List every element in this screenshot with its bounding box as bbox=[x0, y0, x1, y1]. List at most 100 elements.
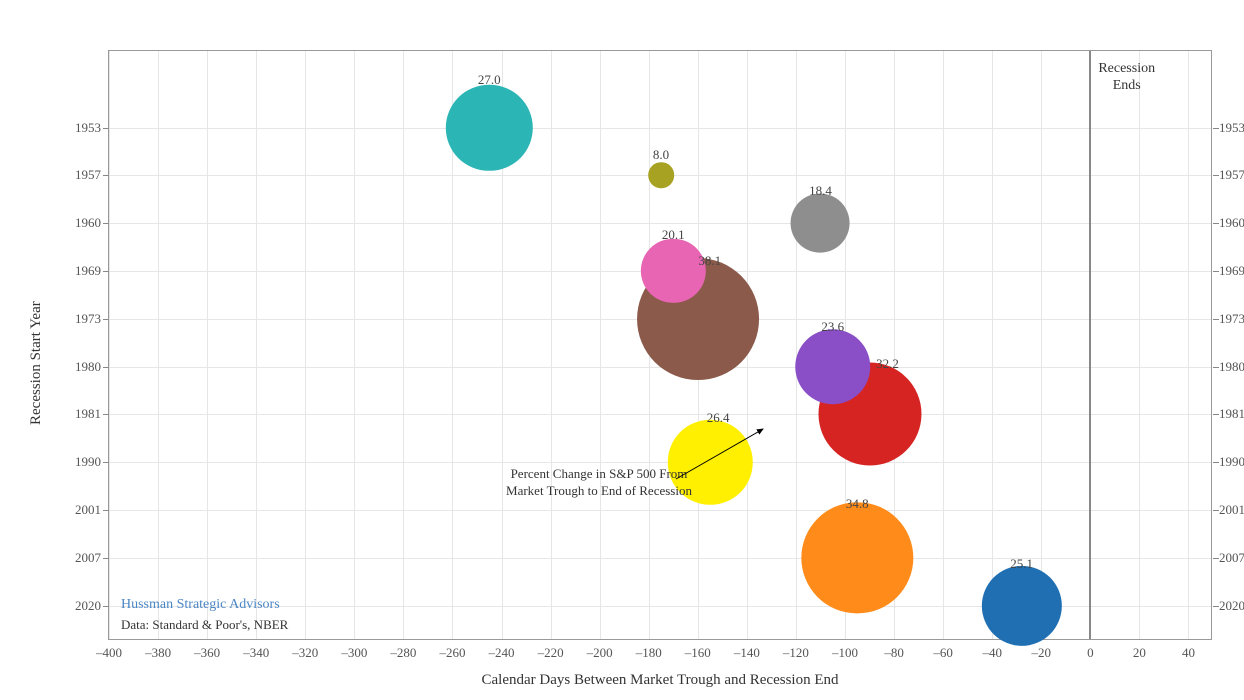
x-tick-label: 0 bbox=[1087, 645, 1094, 661]
y-tick-label-right: 1980 bbox=[1219, 359, 1244, 375]
x-tick-label: –140 bbox=[734, 645, 760, 661]
x-tick-label: –160 bbox=[685, 645, 711, 661]
y-tick-label-left: 1957 bbox=[75, 167, 101, 183]
bubble-value-label: 18.4 bbox=[809, 183, 832, 199]
gridline-horizontal bbox=[109, 414, 1211, 415]
x-tick-label: –400 bbox=[96, 645, 122, 661]
gridline-horizontal bbox=[109, 462, 1211, 463]
x-tick-label: –220 bbox=[538, 645, 564, 661]
gridline-vertical bbox=[256, 51, 257, 639]
gridline-vertical bbox=[943, 51, 944, 639]
y-tick-mark bbox=[103, 271, 109, 272]
x-tick-label: –80 bbox=[884, 645, 904, 661]
gridline-vertical bbox=[158, 51, 159, 639]
y-tick-label-left: 1969 bbox=[75, 263, 101, 279]
y-tick-label-right: 1957 bbox=[1219, 167, 1244, 183]
gridline-vertical bbox=[207, 51, 208, 639]
gridline-vertical bbox=[1041, 51, 1042, 639]
y-tick-label-right: 2001 bbox=[1219, 502, 1244, 518]
x-tick-label: –120 bbox=[783, 645, 809, 661]
y-tick-label-left: 1960 bbox=[75, 215, 101, 231]
credit-data-source: Data: Standard & Poor's, NBER bbox=[121, 617, 288, 633]
x-tick-label: 20 bbox=[1133, 645, 1146, 661]
y-tick-mark bbox=[103, 510, 109, 511]
x-tick-label: –380 bbox=[145, 645, 171, 661]
gridline-horizontal bbox=[109, 558, 1211, 559]
bubble bbox=[791, 194, 850, 253]
x-tick-label: –360 bbox=[194, 645, 220, 661]
y-tick-label-left: 1973 bbox=[75, 311, 101, 327]
y-tick-label-left: 1980 bbox=[75, 359, 101, 375]
gridline-vertical bbox=[1139, 51, 1140, 639]
gridline-horizontal bbox=[109, 510, 1211, 511]
gridline-horizontal bbox=[109, 223, 1211, 224]
bubble-value-label: 20.1 bbox=[662, 227, 685, 243]
x-tick-label: –60 bbox=[933, 645, 953, 661]
recession-ends-label: RecessionEnds bbox=[1098, 61, 1155, 95]
y-tick-mark bbox=[103, 558, 109, 559]
y-tick-label-right: 2020 bbox=[1219, 598, 1244, 614]
x-tick-label: –40 bbox=[982, 645, 1002, 661]
bubble-value-label: 26.4 bbox=[707, 410, 730, 426]
gridline-vertical bbox=[403, 51, 404, 639]
bubble-value-label: 25.1 bbox=[1010, 556, 1033, 572]
y-tick-label-left: 1981 bbox=[75, 406, 101, 422]
y-tick-mark bbox=[103, 606, 109, 607]
gridline-vertical bbox=[1188, 51, 1189, 639]
x-tick-label: –340 bbox=[243, 645, 269, 661]
bubble-value-label: 23.6 bbox=[821, 319, 844, 335]
y-tick-mark bbox=[103, 462, 109, 463]
y-tick-mark bbox=[103, 175, 109, 176]
y-tick-label-right: 1969 bbox=[1219, 263, 1244, 279]
y-tick-mark bbox=[103, 414, 109, 415]
x-tick-label: –20 bbox=[1032, 645, 1052, 661]
y-tick-label-right: 1953 bbox=[1219, 120, 1244, 136]
bubble bbox=[795, 329, 871, 405]
y-tick-label-right: 1990 bbox=[1219, 454, 1244, 470]
bubble-value-label: 34.8 bbox=[846, 496, 869, 512]
gridline-vertical bbox=[305, 51, 306, 639]
plot-area: –400–380–360–340–320–300–280–260–240–220… bbox=[108, 50, 1212, 640]
chart-stage: –400–380–360–340–320–300–280–260–240–220… bbox=[0, 0, 1244, 700]
x-tick-label: –280 bbox=[390, 645, 416, 661]
y-tick-label-right: 1973 bbox=[1219, 311, 1244, 327]
y-tick-label-left: 2020 bbox=[75, 598, 101, 614]
bubble-value-label: 27.0 bbox=[478, 72, 501, 88]
y-tick-label-right: 2007 bbox=[1219, 550, 1244, 566]
gridline-horizontal bbox=[109, 128, 1211, 129]
annotation-text: Percent Change in S&P 500 FromMarket Tro… bbox=[469, 466, 729, 500]
x-axis-title: Calendar Days Between Market Trough and … bbox=[108, 672, 1212, 689]
y-tick-label-left: 1953 bbox=[75, 120, 101, 136]
x-tick-label: –240 bbox=[489, 645, 515, 661]
x-tick-label: 40 bbox=[1182, 645, 1195, 661]
y-axis-title: Recession Start Year bbox=[28, 301, 45, 425]
bubble-value-label: 32.2 bbox=[876, 356, 899, 372]
bubble bbox=[802, 502, 913, 613]
bubble bbox=[446, 84, 532, 170]
x-tick-label: –320 bbox=[292, 645, 318, 661]
bubble-value-label: 38.1 bbox=[698, 253, 721, 269]
y-tick-label-right: 1960 bbox=[1219, 215, 1244, 231]
bubble-value-label: 8.0 bbox=[653, 147, 669, 163]
gridline-vertical bbox=[600, 51, 601, 639]
y-tick-label-left: 2007 bbox=[75, 550, 101, 566]
gridline-vertical bbox=[354, 51, 355, 639]
y-tick-mark bbox=[103, 128, 109, 129]
y-tick-mark bbox=[103, 223, 109, 224]
y-tick-label-left: 2001 bbox=[75, 502, 101, 518]
x-tick-label: –260 bbox=[439, 645, 465, 661]
x-tick-label: –180 bbox=[636, 645, 662, 661]
bubble bbox=[981, 565, 1061, 645]
recession-end-zero-line bbox=[1089, 51, 1091, 639]
gridline-vertical bbox=[551, 51, 552, 639]
x-tick-label: –300 bbox=[341, 645, 367, 661]
x-tick-label: –100 bbox=[832, 645, 858, 661]
y-tick-mark bbox=[103, 319, 109, 320]
y-tick-label-left: 1990 bbox=[75, 454, 101, 470]
gridline-vertical bbox=[796, 51, 797, 639]
y-tick-label-right: 1981 bbox=[1219, 406, 1244, 422]
y-tick-mark bbox=[103, 367, 109, 368]
gridline-vertical bbox=[109, 51, 110, 639]
x-tick-label: –200 bbox=[587, 645, 613, 661]
bubble bbox=[648, 163, 674, 189]
